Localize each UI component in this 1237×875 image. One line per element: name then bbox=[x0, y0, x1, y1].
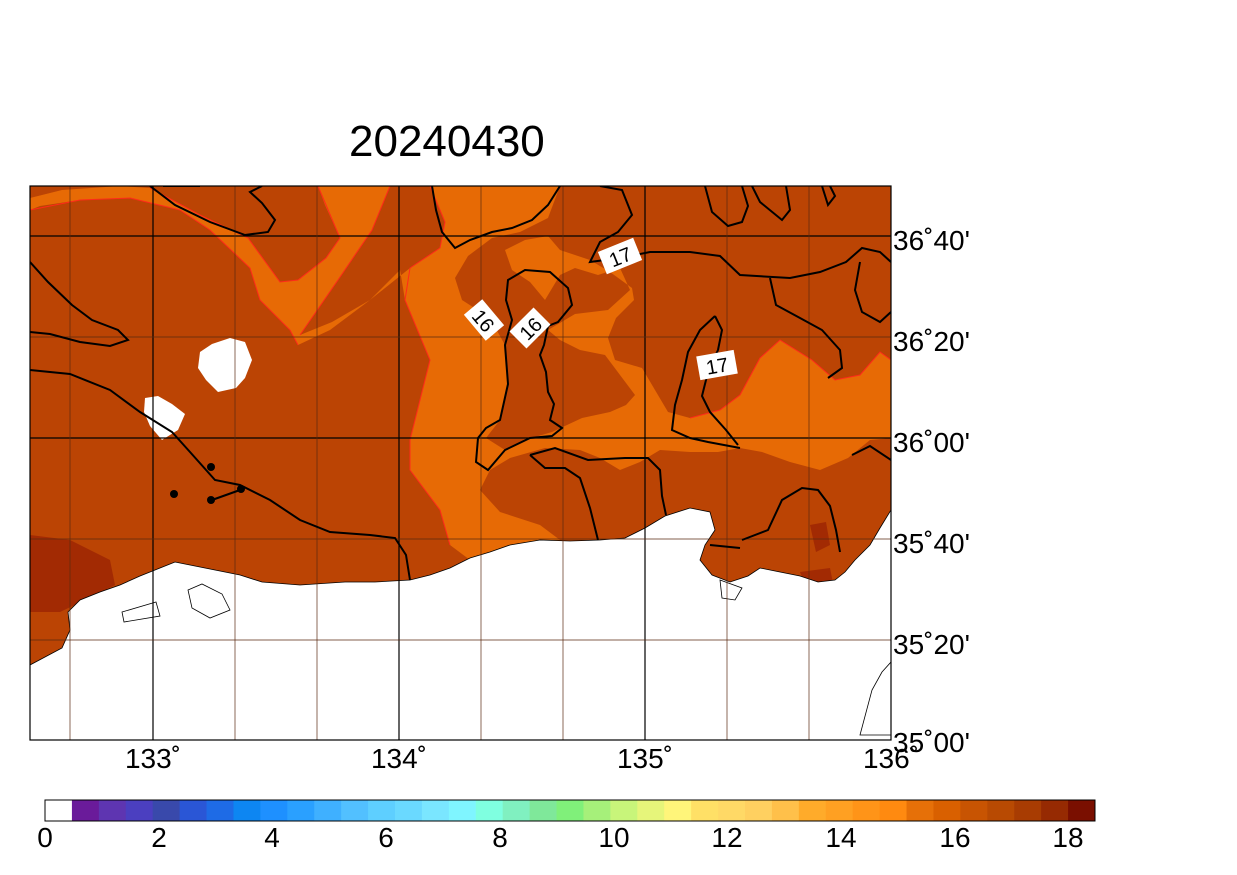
colorbar-swatch bbox=[152, 800, 181, 821]
lat-label: 35˚40' bbox=[893, 528, 970, 559]
colorbar-swatch bbox=[852, 800, 881, 821]
colorbar bbox=[45, 800, 1096, 821]
colorbar-swatch bbox=[1068, 800, 1096, 821]
colorbar-tick-label: 0 bbox=[37, 822, 53, 853]
sea-mask bbox=[30, 507, 891, 740]
colorbar-swatch bbox=[395, 800, 423, 821]
colorbar-swatch bbox=[583, 800, 611, 821]
station-marker bbox=[237, 485, 245, 493]
lat-label: 35˚00' bbox=[893, 727, 970, 758]
station-marker bbox=[170, 490, 178, 498]
contour-label: 17 bbox=[696, 349, 738, 381]
colorbar-swatch bbox=[556, 800, 584, 821]
colorbar-tick-label: 2 bbox=[151, 822, 167, 853]
island bbox=[859, 661, 891, 736]
colorbar-swatch bbox=[341, 800, 369, 821]
colorbar-swatch bbox=[691, 800, 719, 821]
island bbox=[187, 583, 231, 619]
colorbar-swatch bbox=[71, 800, 100, 821]
contour-lines bbox=[30, 186, 891, 581]
colorbar-swatch bbox=[98, 800, 127, 821]
svg-text:17: 17 bbox=[704, 354, 730, 380]
colorbar-swatch bbox=[287, 800, 315, 821]
map-title: 20240430 bbox=[349, 117, 545, 166]
station-markers bbox=[170, 463, 245, 504]
lon-label: 134˚ bbox=[371, 743, 427, 774]
station-marker bbox=[207, 496, 215, 504]
colorbar-swatch bbox=[745, 800, 773, 821]
station-marker bbox=[207, 463, 215, 471]
graticule bbox=[30, 186, 891, 740]
colorbar-tick-label: 18 bbox=[1052, 822, 1083, 853]
shade-boundaries bbox=[30, 186, 891, 546]
colorbar-swatch bbox=[933, 800, 961, 821]
colorbar-swatch bbox=[637, 800, 665, 821]
colorbar-swatch bbox=[314, 800, 342, 821]
colorbar-swatch bbox=[987, 800, 1015, 821]
colorbar-swatch bbox=[664, 800, 692, 821]
colorbar-tick-label: 10 bbox=[598, 822, 629, 853]
lon-label: 135˚ bbox=[617, 743, 673, 774]
colorbar-tick-label: 4 bbox=[264, 822, 280, 853]
cool-patch bbox=[30, 186, 891, 560]
colorbar-swatch bbox=[610, 800, 638, 821]
colorbar-swatch bbox=[368, 800, 396, 821]
colorbar-swatch bbox=[718, 800, 746, 821]
colorbar-swatch bbox=[233, 800, 261, 821]
lat-label: 36˚40' bbox=[893, 225, 970, 256]
lake bbox=[198, 338, 252, 392]
lat-label: 35˚20' bbox=[893, 629, 970, 660]
lat-label: 36˚20' bbox=[893, 326, 970, 357]
colorbar-swatch bbox=[421, 800, 450, 821]
colorbar-swatch bbox=[448, 800, 477, 821]
longitude-axis: 133˚ 134˚ 135˚ 136˚ bbox=[125, 743, 919, 774]
colorbar-swatch bbox=[1041, 800, 1069, 821]
colorbar-swatch bbox=[260, 800, 288, 821]
colorbar-frame bbox=[44, 799, 1096, 822]
colorbar-swatch bbox=[798, 800, 827, 821]
colorbar-tick-label: 8 bbox=[492, 822, 508, 853]
island bbox=[121, 601, 161, 623]
colorbar-swatch bbox=[825, 800, 854, 821]
colorbar-swatch bbox=[771, 800, 800, 821]
warm-patch bbox=[810, 522, 830, 552]
colorbar-tick-label: 14 bbox=[825, 822, 856, 853]
latitude-axis: 36˚40' 36˚20' 36˚00' 35˚40' 35˚20' 35˚00… bbox=[893, 225, 970, 758]
colorbar-tick-label: 6 bbox=[378, 822, 394, 853]
colorbar-tick-label: 12 bbox=[711, 822, 742, 853]
colorbar-swatch bbox=[475, 800, 504, 821]
colorbar-tick-label: 16 bbox=[939, 822, 970, 853]
lon-label: 136˚ bbox=[863, 743, 919, 774]
colorbar-swatch bbox=[206, 800, 234, 821]
lat-label: 36˚00' bbox=[893, 427, 970, 458]
graticule-minor bbox=[30, 186, 891, 740]
map-frame bbox=[29, 185, 892, 741]
colorbar-swatch bbox=[960, 800, 988, 821]
colorbar-swatch bbox=[125, 800, 154, 821]
colorbar-ticks: 0 2 4 6 8 10 12 14 16 18 bbox=[37, 822, 1083, 853]
colorbar-swatch bbox=[502, 800, 531, 821]
colorbar-swatch bbox=[1014, 800, 1042, 821]
map-area: 16 16 17 17 bbox=[30, 186, 891, 740]
sea-inlet bbox=[719, 579, 743, 601]
warm-patch bbox=[30, 535, 115, 612]
colorbar-swatch bbox=[879, 800, 908, 821]
lon-label: 133˚ bbox=[125, 743, 181, 774]
colorbar-swatch bbox=[45, 800, 73, 821]
colorbar-swatch bbox=[179, 800, 208, 821]
colorbar-swatch bbox=[529, 800, 558, 821]
island bbox=[144, 396, 185, 440]
colorbar-swatch bbox=[906, 800, 934, 821]
